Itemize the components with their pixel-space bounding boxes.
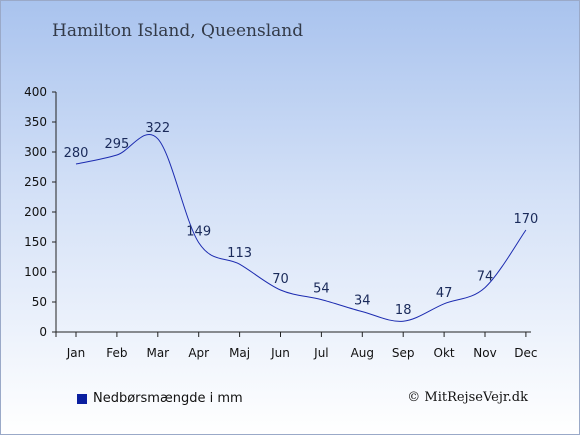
chart-title: Hamilton Island, Queensland bbox=[52, 21, 304, 41]
x-tick-label: Mar bbox=[146, 346, 169, 360]
data-label: 149 bbox=[186, 225, 211, 240]
legend-swatch bbox=[77, 393, 87, 404]
data-label: 70 bbox=[272, 272, 289, 287]
x-tick-label: Sep bbox=[392, 346, 415, 360]
x-tick-label: Maj bbox=[229, 346, 250, 360]
x-tick-label: Jun bbox=[270, 346, 290, 360]
data-label: 74 bbox=[477, 270, 494, 285]
data-label: 113 bbox=[227, 246, 252, 261]
y-tick-label: 400 bbox=[24, 85, 47, 99]
x-tick-label: Jul bbox=[313, 346, 328, 360]
y-tick-label: 200 bbox=[24, 205, 47, 219]
data-label: 280 bbox=[64, 146, 89, 161]
y-tick-label: 100 bbox=[24, 265, 47, 279]
y-tick-label: 350 bbox=[24, 115, 47, 129]
y-tick-label: 0 bbox=[39, 325, 47, 339]
legend-label: Nedbørsmængde i mm bbox=[93, 391, 243, 406]
copyright-notice: © MitRejseVejr.dk bbox=[407, 390, 528, 405]
x-tick-label: Nov bbox=[473, 346, 496, 360]
x-tick-label: Jan bbox=[66, 346, 86, 360]
data-label: 34 bbox=[354, 294, 371, 309]
x-tick-label: Apr bbox=[188, 346, 209, 360]
data-label: 170 bbox=[513, 212, 538, 227]
y-tick-label: 50 bbox=[32, 295, 47, 309]
y-tick-label: 300 bbox=[24, 145, 47, 159]
x-tick-label: Okt bbox=[434, 346, 455, 360]
data-label: 18 bbox=[395, 303, 412, 318]
data-label: 54 bbox=[313, 282, 330, 297]
y-tick-label: 150 bbox=[24, 235, 47, 249]
series-line bbox=[75, 133, 527, 322]
x-tick-label: Dec bbox=[514, 346, 537, 360]
data-label: 47 bbox=[436, 286, 453, 301]
data-label: 295 bbox=[104, 137, 129, 152]
x-tick-label: Feb bbox=[106, 346, 127, 360]
legend: Nedbørsmængde i mm bbox=[77, 391, 243, 406]
data-label: 322 bbox=[145, 121, 170, 136]
x-tick-label: Aug bbox=[351, 346, 374, 360]
y-tick-label: 250 bbox=[24, 175, 47, 189]
